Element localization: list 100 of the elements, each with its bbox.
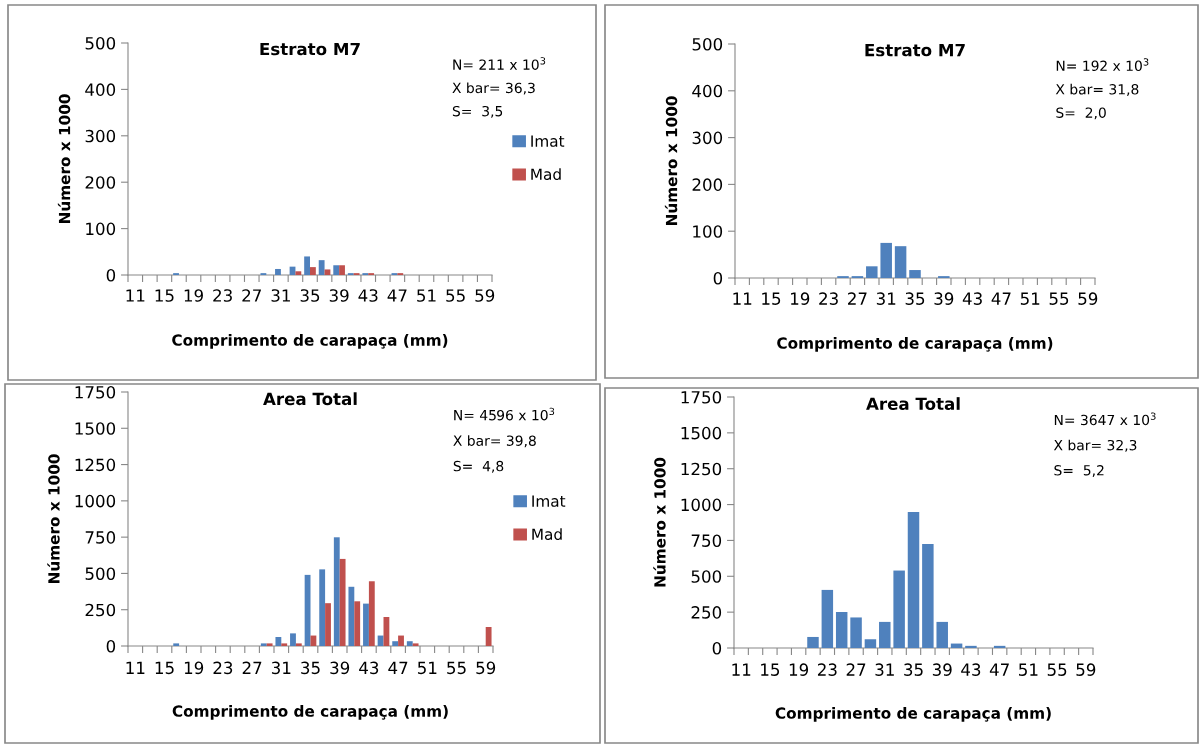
x-tick-label: 23: [817, 663, 837, 676]
annotation: S= 3,5: [452, 105, 503, 118]
y-tick-label: 200: [85, 176, 116, 189]
bar: [304, 574, 311, 646]
annotation: N= 211 x 10$^{3}$: [453, 57, 546, 70]
x-tick-label: 11: [126, 661, 145, 674]
x-tick-label: 35: [300, 289, 320, 302]
bar: [936, 621, 948, 648]
x-tick-label: 51: [1019, 663, 1038, 676]
bar: [406, 641, 413, 646]
annotation: X bar= 31,8: [1055, 83, 1139, 96]
y-tick-label: 500: [692, 37, 723, 51]
bar: [260, 643, 267, 646]
x-tick-label: 19: [789, 663, 809, 676]
bar: [295, 643, 302, 646]
x-tick-label: 55: [446, 289, 465, 302]
bar: [398, 635, 404, 646]
x-tick-label: 59: [1076, 663, 1096, 676]
x-tick-label: 27: [242, 661, 262, 674]
x-tick-label: 43: [358, 289, 378, 302]
x-tick-label: 31: [271, 661, 291, 675]
annotation: X bar= 36,3: [452, 82, 535, 95]
bar: [850, 617, 862, 648]
bar: [368, 581, 375, 646]
bar: [333, 537, 340, 646]
x-tick-label: 39: [934, 292, 954, 305]
x-tick-label: 23: [213, 289, 232, 302]
bar: [907, 512, 920, 648]
y-tick-label: 500: [691, 570, 722, 583]
legend-label: Mad: [532, 528, 562, 540]
y-axis-title: Número x 1000: [653, 457, 666, 587]
bar: [864, 639, 877, 648]
x-tick-label: 47: [387, 289, 407, 302]
annotation: X bar= 39,8: [453, 435, 536, 448]
x-tick-label: 31: [875, 663, 894, 676]
x-tick-label: 51: [417, 661, 437, 675]
bar: [894, 246, 907, 278]
bar: [173, 643, 180, 646]
y-tick-label: 500: [85, 36, 116, 50]
bar: [880, 242, 892, 278]
x-tick-label: 47: [989, 663, 1009, 676]
annotation: N= 192 x 10$^{3}$: [1056, 58, 1149, 72]
y-tick-label: 250: [85, 603, 116, 617]
x-tick-label: 59: [476, 661, 496, 675]
y-tick-label: 250: [691, 606, 722, 619]
y-tick-label: 0: [106, 268, 116, 282]
x-tick-label: 59: [475, 289, 495, 302]
y-tick-label: 300: [692, 131, 723, 145]
chart-title: Estrato M7: [865, 43, 965, 57]
x-tick-label: 35: [905, 292, 925, 305]
y-tick-label: 1000: [681, 498, 722, 512]
x-tick-label: 15: [761, 663, 780, 676]
annotation: X bar= 32,3: [1053, 439, 1137, 452]
x-axis-title: Comprimento de carapaça (mm): [777, 337, 1053, 352]
annotation: N= 4596 x 10$^{3}$: [454, 407, 555, 421]
y-tick-label: 0: [713, 271, 723, 285]
x-tick-label: 19: [184, 661, 204, 675]
y-axis-title: Número x 1000: [47, 454, 60, 584]
bar: [485, 626, 492, 646]
bar: [821, 589, 834, 648]
bar: [807, 636, 819, 648]
x-tick-label: 35: [301, 661, 320, 675]
y-tick-label: 100: [693, 225, 723, 238]
bar: [275, 637, 282, 646]
x-tick-label: 27: [846, 663, 866, 676]
bar: [835, 612, 848, 648]
bar: [290, 633, 296, 646]
bar: [412, 643, 419, 646]
x-axis-title: Comprimento de carapaça (mm): [775, 707, 1051, 722]
x-tick-label: 11: [732, 663, 751, 676]
x-tick-label: 51: [417, 289, 436, 302]
x-tick-label: 55: [1047, 663, 1067, 676]
y-tick-label: 1750: [75, 385, 116, 399]
bar: [354, 601, 361, 646]
y-tick-label: 1500: [681, 426, 722, 440]
annotation: N= 3647 x 10$^{3}$: [1054, 412, 1156, 426]
x-axis-title: Comprimento de carapaça (mm): [172, 334, 448, 349]
bar: [392, 641, 399, 646]
x-tick-label: 11: [126, 289, 145, 302]
bar: [909, 270, 921, 278]
bar: [275, 268, 281, 275]
y-tick-label: 100: [86, 222, 116, 236]
bar: [266, 643, 273, 646]
x-tick-label: 15: [155, 661, 174, 675]
chart-title: Area Total: [866, 397, 960, 411]
x-tick-label: 43: [962, 292, 982, 305]
y-tick-label: 1250: [681, 462, 722, 476]
y-tick-label: 750: [691, 534, 722, 547]
y-tick-label: 750: [85, 531, 116, 544]
bar: [304, 256, 310, 275]
legend-label: Imat: [531, 135, 565, 147]
y-axis-title: Número x 1000: [664, 96, 678, 226]
bar: [295, 271, 302, 275]
y-tick-label: 0: [712, 641, 722, 655]
y-tick-label: 500: [85, 567, 116, 580]
annotation: S= 4,8: [453, 460, 504, 473]
x-tick-label: 55: [447, 661, 466, 675]
bar: [965, 645, 977, 648]
x-axis-title: Comprimento de carapaça (mm): [172, 705, 448, 720]
y-tick-label: 0: [106, 639, 116, 653]
